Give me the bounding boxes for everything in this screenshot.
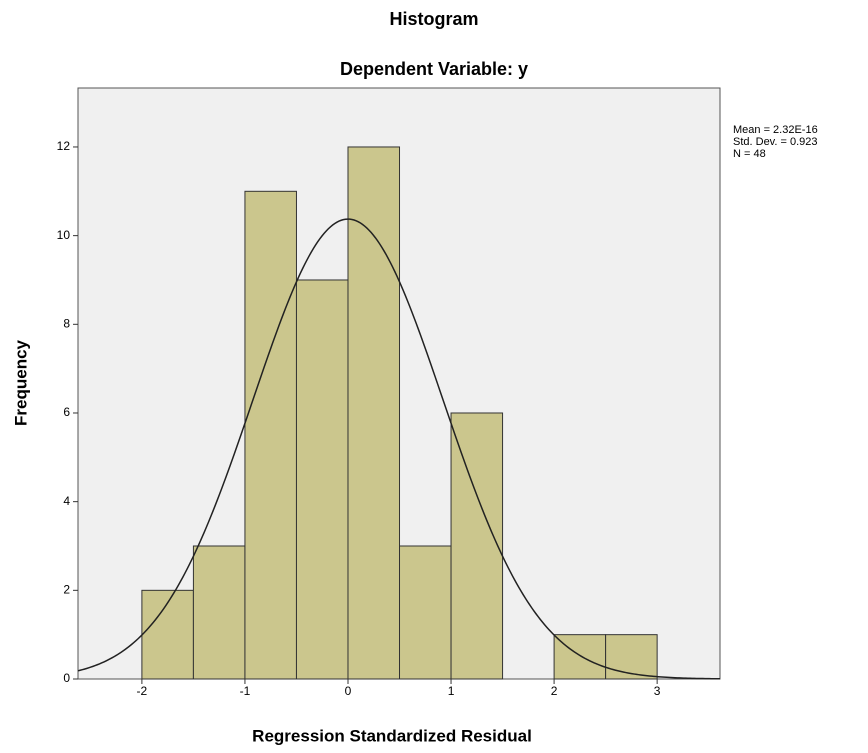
bar — [347, 146, 401, 680]
x-tick-label: -2 — [137, 684, 148, 698]
stat-label: Std. Dev. = 0.923 — [733, 136, 818, 148]
y-tick-label: 12 — [57, 139, 71, 153]
x-axis-label: Regression Standardized Residual — [252, 726, 532, 745]
y-tick-label: 10 — [57, 228, 71, 242]
y-axis-label: Frequency — [11, 339, 30, 426]
bar — [141, 589, 194, 680]
x-tick-label: -1 — [240, 684, 251, 698]
chart-subtitle: Dependent Variable: y — [340, 59, 528, 79]
normal-curve — [77, 218, 721, 680]
y-tick-label: 4 — [63, 494, 70, 508]
stat-label: Mean = 2.32E-16 — [733, 124, 818, 136]
x-tick-label: 2 — [551, 684, 558, 698]
y-tick-label: 2 — [63, 582, 70, 596]
y-tick-label: 0 — [63, 671, 70, 685]
y-tick-label: 6 — [63, 405, 70, 419]
bar — [295, 279, 349, 680]
x-tick-label: 3 — [654, 684, 661, 698]
x-tick-label: 1 — [448, 684, 455, 698]
y-tick-label: 8 — [63, 316, 70, 330]
bar — [605, 634, 658, 680]
x-tick-label: 0 — [345, 684, 352, 698]
bar — [399, 545, 452, 680]
bar — [450, 412, 504, 680]
bar — [244, 190, 297, 680]
bar — [192, 545, 246, 680]
chart-title: Histogram — [389, 9, 478, 29]
stat-label: N = 48 — [733, 148, 766, 160]
